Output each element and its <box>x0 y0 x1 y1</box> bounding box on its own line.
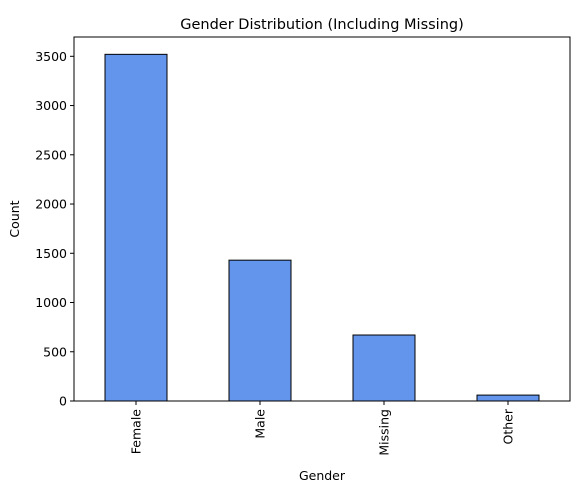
bars-group <box>104 53 540 402</box>
x-axis-label: Gender <box>299 468 346 483</box>
chart-title: Gender Distribution (Including Missing) <box>180 17 464 33</box>
plot-frame <box>73 36 571 402</box>
y-tick-label: 1000 <box>35 295 67 310</box>
bar-missing <box>352 334 416 402</box>
y-axis: 0 500 1000 1500 2000 2500 3000 3500 <box>35 49 74 409</box>
y-tick-label: 500 <box>43 344 67 359</box>
bar-male <box>228 259 292 402</box>
x-axis: Female Male Missing Other <box>129 401 516 456</box>
y-tick-label: 2000 <box>35 197 67 212</box>
y-tick-label: 1500 <box>35 246 67 261</box>
bar-other <box>476 394 540 402</box>
x-tick-label: Female <box>129 409 144 455</box>
y-axis-label: Count <box>7 200 22 237</box>
y-tick-label: 3500 <box>35 49 67 64</box>
bar-female <box>104 53 168 402</box>
x-tick-label: Male <box>253 409 268 439</box>
x-tick-label: Missing <box>377 409 392 456</box>
y-tick-label: 0 <box>59 394 67 409</box>
y-tick-label: 3000 <box>35 98 67 113</box>
x-tick-label: Other <box>501 408 516 444</box>
y-tick-label: 2500 <box>35 147 67 162</box>
